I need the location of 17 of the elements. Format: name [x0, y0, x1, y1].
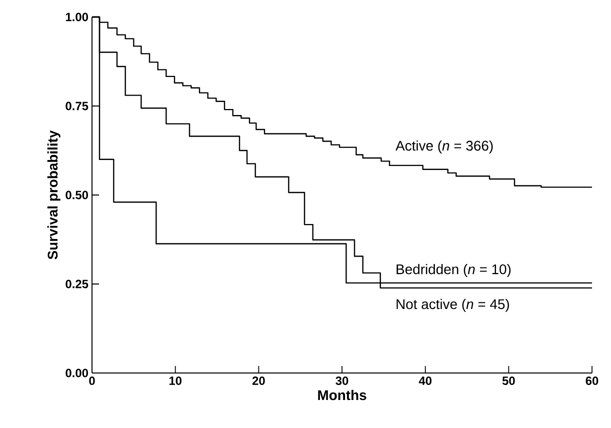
series-label: Bedridden (n = 10): [396, 264, 511, 277]
y-axis-title: Survival probability: [47, 130, 60, 260]
y-tick-label: 0.00: [66, 368, 88, 378]
y-tick-label: 1.00: [66, 12, 88, 22]
series-label: Active (n = 366): [396, 140, 493, 154]
y-tick-label: 0.25: [66, 280, 88, 288]
series-label: Not active (n = 45): [396, 298, 509, 312]
x-tick-label: 0: [89, 376, 95, 385]
x-tick-label: 20: [252, 376, 265, 385]
y-tick-label: 0.75: [66, 102, 88, 110]
x-tick-label: 60: [586, 376, 598, 385]
x-tick-label: 30: [336, 376, 348, 386]
y-tick-label: 0.50: [66, 190, 88, 200]
x-tick-label: 40: [418, 376, 432, 385]
x-axis-title: Months: [318, 390, 366, 400]
x-tick-label: 50: [502, 376, 515, 385]
x-tick-label: 10: [169, 376, 182, 385]
